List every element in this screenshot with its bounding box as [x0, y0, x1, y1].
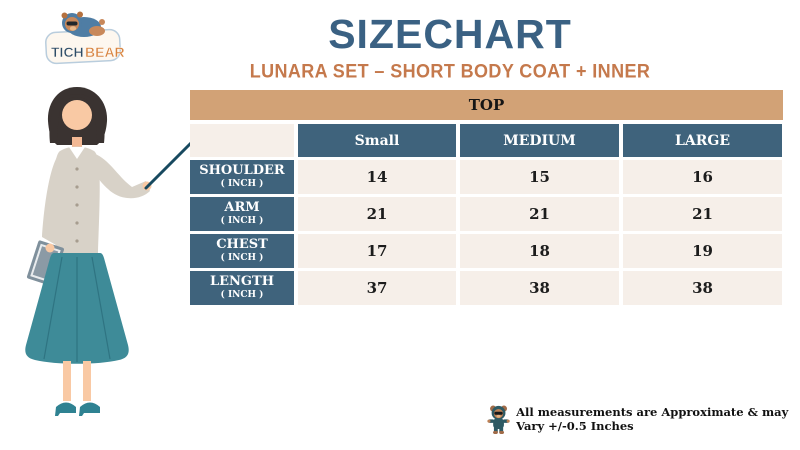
bear-mascot-icon — [487, 405, 510, 435]
cell-shoulder-large: 16 — [623, 160, 782, 194]
page-title: SIZECHART — [328, 11, 572, 57]
cell-arm-small: 21 — [298, 197, 456, 231]
cell-arm-large: 21 — [623, 197, 782, 231]
teacher-figure-icon — [25, 87, 194, 416]
disclaimer-text: All measurements are Approximate & may V… — [516, 405, 789, 433]
heading-block: SIZECHART LUNARA SET – SHORT BODY COAT +… — [100, 14, 800, 82]
row-label: LENGTH — [210, 274, 274, 290]
row-header-shoulder: SHOULDER ( INCH ) — [190, 160, 294, 194]
column-header-small: Small — [298, 124, 456, 157]
table-corner-cell — [190, 124, 294, 157]
row-header-arm: ARM ( INCH ) — [190, 197, 294, 231]
brand-logo: TICH BEAR — [42, 6, 124, 68]
size-grid: Small MEDIUM LARGE SHOULDER ( INCH ) 14 … — [190, 124, 783, 305]
tichbear-logo-icon: TICH BEAR — [45, 11, 124, 65]
row-unit: ( INCH ) — [220, 290, 264, 301]
cell-chest-large: 19 — [623, 234, 782, 268]
row-unit: ( INCH ) — [220, 253, 264, 264]
row-header-chest: CHEST ( INCH ) — [190, 234, 294, 268]
row-label: SHOULDER — [199, 163, 285, 179]
column-header-medium: MEDIUM — [460, 124, 619, 157]
logo-text-tich: TICH — [51, 44, 84, 60]
cell-arm-medium: 21 — [460, 197, 619, 231]
cell-chest-medium: 18 — [460, 234, 619, 268]
cell-length-large: 38 — [623, 271, 782, 305]
cell-length-small: 37 — [298, 271, 456, 305]
page-subtitle: LUNARA SET – SHORT BODY COAT + INNER — [249, 60, 651, 82]
size-table: TOP Small MEDIUM LARGE SHOULDER ( INCH )… — [190, 90, 783, 305]
table-section-header: TOP — [190, 90, 783, 120]
row-unit: ( INCH ) — [220, 179, 264, 190]
row-label: ARM — [224, 200, 260, 216]
section-header-label: TOP — [468, 96, 505, 114]
cell-length-medium: 38 — [460, 271, 619, 305]
row-unit: ( INCH ) — [220, 216, 264, 227]
cell-shoulder-medium: 15 — [460, 160, 619, 194]
disclaimer: All measurements are Approximate & may V… — [487, 398, 800, 440]
column-header-large: LARGE — [623, 124, 782, 157]
row-label: CHEST — [216, 237, 268, 253]
row-header-length: LENGTH ( INCH ) — [190, 271, 294, 305]
logo-text-bear: BEAR — [85, 44, 124, 60]
cell-shoulder-small: 14 — [298, 160, 456, 194]
cell-chest-small: 17 — [298, 234, 456, 268]
teacher-illustration — [0, 85, 205, 420]
